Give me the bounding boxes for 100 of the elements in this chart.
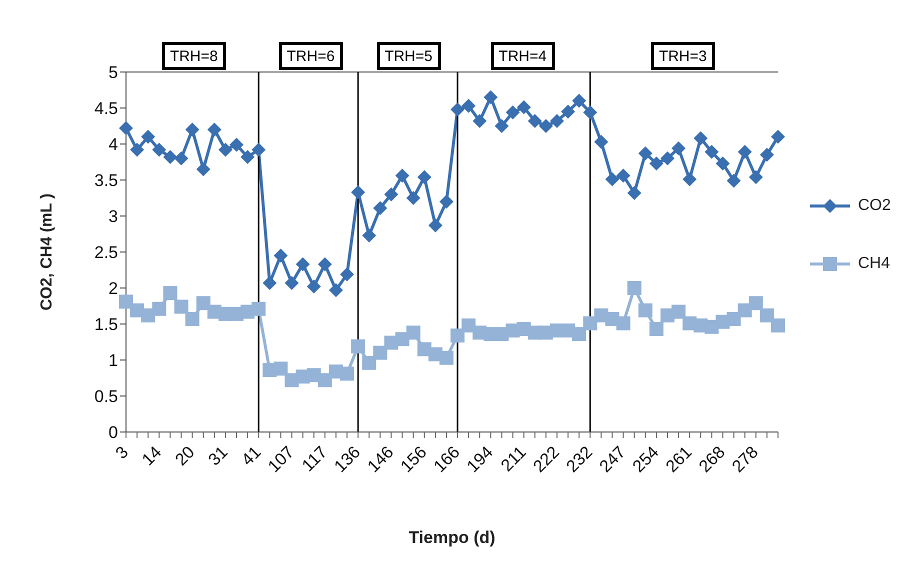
point bbox=[230, 138, 244, 152]
point bbox=[638, 146, 652, 160]
point bbox=[494, 119, 509, 133]
y-tick-label: 4.5 bbox=[94, 99, 118, 118]
text: TRH=8 bbox=[162, 42, 226, 70]
point bbox=[141, 130, 156, 144]
legend-label: CH4 bbox=[858, 255, 890, 273]
point bbox=[649, 322, 664, 336]
point bbox=[196, 162, 210, 176]
point bbox=[119, 121, 133, 136]
point bbox=[748, 296, 763, 310]
point bbox=[561, 104, 576, 119]
point bbox=[550, 114, 564, 128]
point bbox=[605, 172, 620, 186]
x-tick-label: 254 bbox=[628, 442, 662, 476]
point bbox=[428, 218, 442, 232]
point bbox=[373, 201, 388, 216]
point bbox=[538, 119, 553, 133]
point bbox=[572, 94, 586, 108]
point bbox=[439, 194, 454, 209]
point bbox=[738, 144, 752, 159]
point bbox=[771, 318, 785, 332]
point bbox=[616, 316, 630, 330]
point bbox=[748, 170, 763, 184]
x-tick-label: 268 bbox=[695, 442, 729, 476]
y-tick-label: 5 bbox=[108, 63, 118, 82]
point bbox=[395, 168, 410, 183]
point bbox=[152, 142, 166, 157]
point bbox=[252, 142, 266, 157]
x-tick-label: 136 bbox=[330, 442, 364, 476]
point bbox=[328, 283, 343, 298]
point bbox=[196, 296, 210, 310]
x-tick-label: 261 bbox=[662, 442, 696, 476]
text: TRH=3 bbox=[650, 42, 715, 70]
point bbox=[649, 156, 664, 170]
x-tick-label: 41 bbox=[238, 442, 265, 470]
x-tick-label: 278 bbox=[728, 442, 762, 476]
point bbox=[218, 142, 232, 157]
x-tick-label: 146 bbox=[364, 442, 398, 476]
point bbox=[130, 142, 144, 157]
point bbox=[528, 114, 542, 128]
point bbox=[516, 100, 531, 114]
point bbox=[362, 228, 376, 242]
point bbox=[163, 286, 178, 300]
point bbox=[627, 186, 642, 200]
x-tick-label: 232 bbox=[562, 442, 596, 476]
point bbox=[152, 302, 166, 316]
x-tick-label: 166 bbox=[430, 442, 464, 476]
x-tick-label: 20 bbox=[171, 442, 198, 470]
point bbox=[296, 257, 310, 272]
point bbox=[594, 134, 608, 149]
x-tick-label: 211 bbox=[497, 442, 530, 476]
x-tick-label: 117 bbox=[298, 442, 331, 476]
point bbox=[185, 122, 200, 137]
point bbox=[318, 373, 332, 388]
point bbox=[163, 150, 178, 164]
y-tick-label: 3.5 bbox=[94, 171, 118, 190]
point bbox=[450, 328, 465, 343]
y-tick-label: 1 bbox=[108, 351, 118, 370]
point bbox=[716, 156, 730, 170]
text: TRH=4 bbox=[490, 42, 555, 70]
point bbox=[484, 90, 498, 104]
point bbox=[185, 312, 200, 326]
text: TRH=6 bbox=[278, 42, 343, 70]
point bbox=[351, 185, 366, 200]
point bbox=[174, 300, 188, 314]
point bbox=[472, 114, 487, 128]
point bbox=[583, 105, 598, 120]
point bbox=[274, 362, 288, 376]
point bbox=[240, 150, 255, 164]
y-tick-label: 0.5 bbox=[94, 387, 118, 406]
y-tick-label: 1.5 bbox=[94, 315, 118, 334]
point bbox=[174, 151, 188, 166]
point bbox=[760, 148, 774, 162]
point bbox=[417, 170, 432, 184]
x-tick-label: 247 bbox=[596, 442, 630, 476]
point bbox=[450, 102, 465, 116]
text: TRH=5 bbox=[376, 42, 441, 70]
point bbox=[362, 356, 376, 370]
point bbox=[284, 276, 299, 290]
point bbox=[318, 257, 332, 272]
point bbox=[262, 276, 277, 290]
point bbox=[406, 191, 420, 205]
y-tick-label: 4 bbox=[108, 135, 118, 154]
y-tick-label: 0 bbox=[108, 423, 118, 442]
point bbox=[406, 326, 420, 340]
x-tick-label: 156 bbox=[396, 442, 430, 476]
x-tick-label: 14 bbox=[138, 442, 166, 470]
point bbox=[439, 350, 454, 365]
point bbox=[306, 280, 321, 294]
legend-label: CO2 bbox=[858, 197, 891, 215]
x-tick-label: 194 bbox=[463, 442, 497, 476]
x-axis-title: Tiempo (d) bbox=[408, 528, 496, 547]
y-tick-label: 3 bbox=[108, 207, 118, 226]
point bbox=[682, 172, 697, 186]
point bbox=[340, 366, 354, 381]
x-tick-label: 31 bbox=[204, 442, 232, 470]
point bbox=[760, 308, 774, 322]
y-tick-label: 2.5 bbox=[94, 243, 118, 262]
point bbox=[207, 122, 222, 137]
